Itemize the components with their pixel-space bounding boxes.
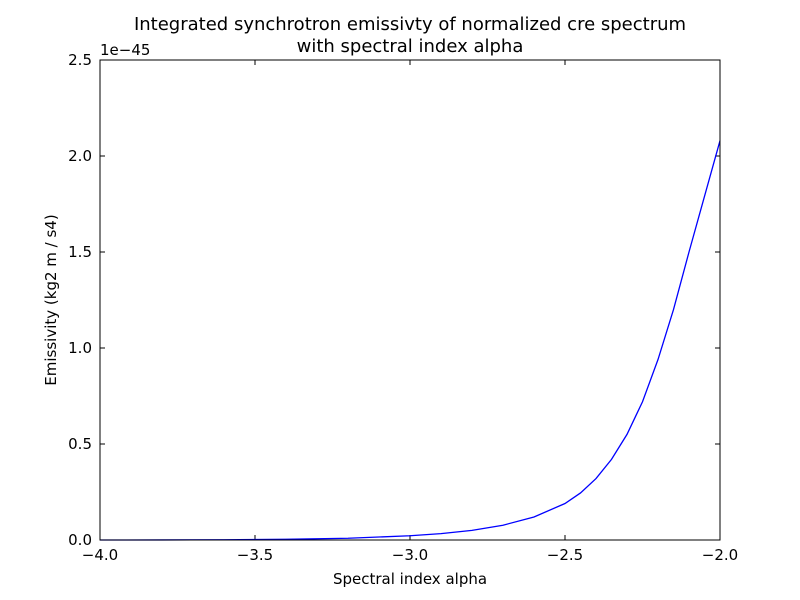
y-tick-label: 2.0 <box>68 147 92 165</box>
y-tick-label: 0.5 <box>68 435 92 453</box>
chart-title-line-1: Integrated synchrotron emissivty of norm… <box>134 14 686 35</box>
x-tick-label: −3.5 <box>237 546 273 564</box>
x-tick-label: −2.5 <box>547 546 583 564</box>
y-tick-label: 0.0 <box>68 531 92 549</box>
y-tick-label: 2.5 <box>68 51 92 69</box>
x-axis-label: Spectral index alpha <box>333 570 487 588</box>
y-tick-label: 1.5 <box>68 243 92 261</box>
chart-title-line-2: with spectral index alpha <box>297 36 524 57</box>
y-axis-label: Emissivity (kg2 m / s4) <box>42 214 60 385</box>
x-tick-label: −4.0 <box>82 546 118 564</box>
y-offset-text: 1e−45 <box>100 41 150 59</box>
x-tick-label: −3.0 <box>392 546 428 564</box>
series-line <box>99 140 721 541</box>
y-tick-label: 1.0 <box>68 339 92 357</box>
plot-frame <box>99 59 721 541</box>
x-tick-label: −2.0 <box>702 546 738 564</box>
ticks-layer: −4.0 −3.5 −3.0 −2.5 −2.0 0.0 0.5 1.0 1.5 2.0 2.5 <box>68 51 738 564</box>
plot-area <box>100 60 720 540</box>
